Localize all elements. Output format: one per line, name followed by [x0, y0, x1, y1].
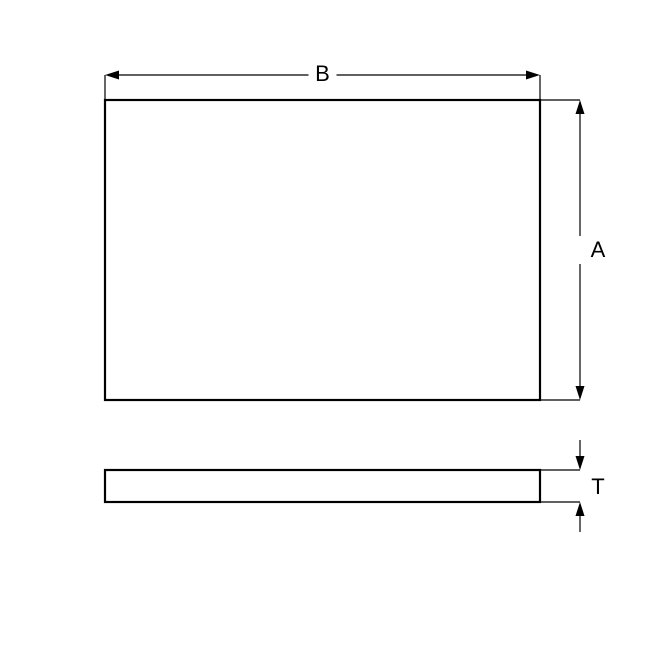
- dim-a-label: A: [591, 237, 606, 262]
- arrowhead: [526, 71, 540, 80]
- arrowhead: [105, 71, 119, 80]
- main-plate-side-view: [105, 470, 540, 502]
- arrowhead: [576, 502, 585, 516]
- dim-t-label: T: [591, 474, 604, 499]
- arrowhead: [576, 386, 585, 400]
- dim-b-label: B: [315, 61, 330, 86]
- arrowhead: [576, 456, 585, 470]
- arrowhead: [576, 100, 585, 114]
- main-plate-top-view: [105, 100, 540, 400]
